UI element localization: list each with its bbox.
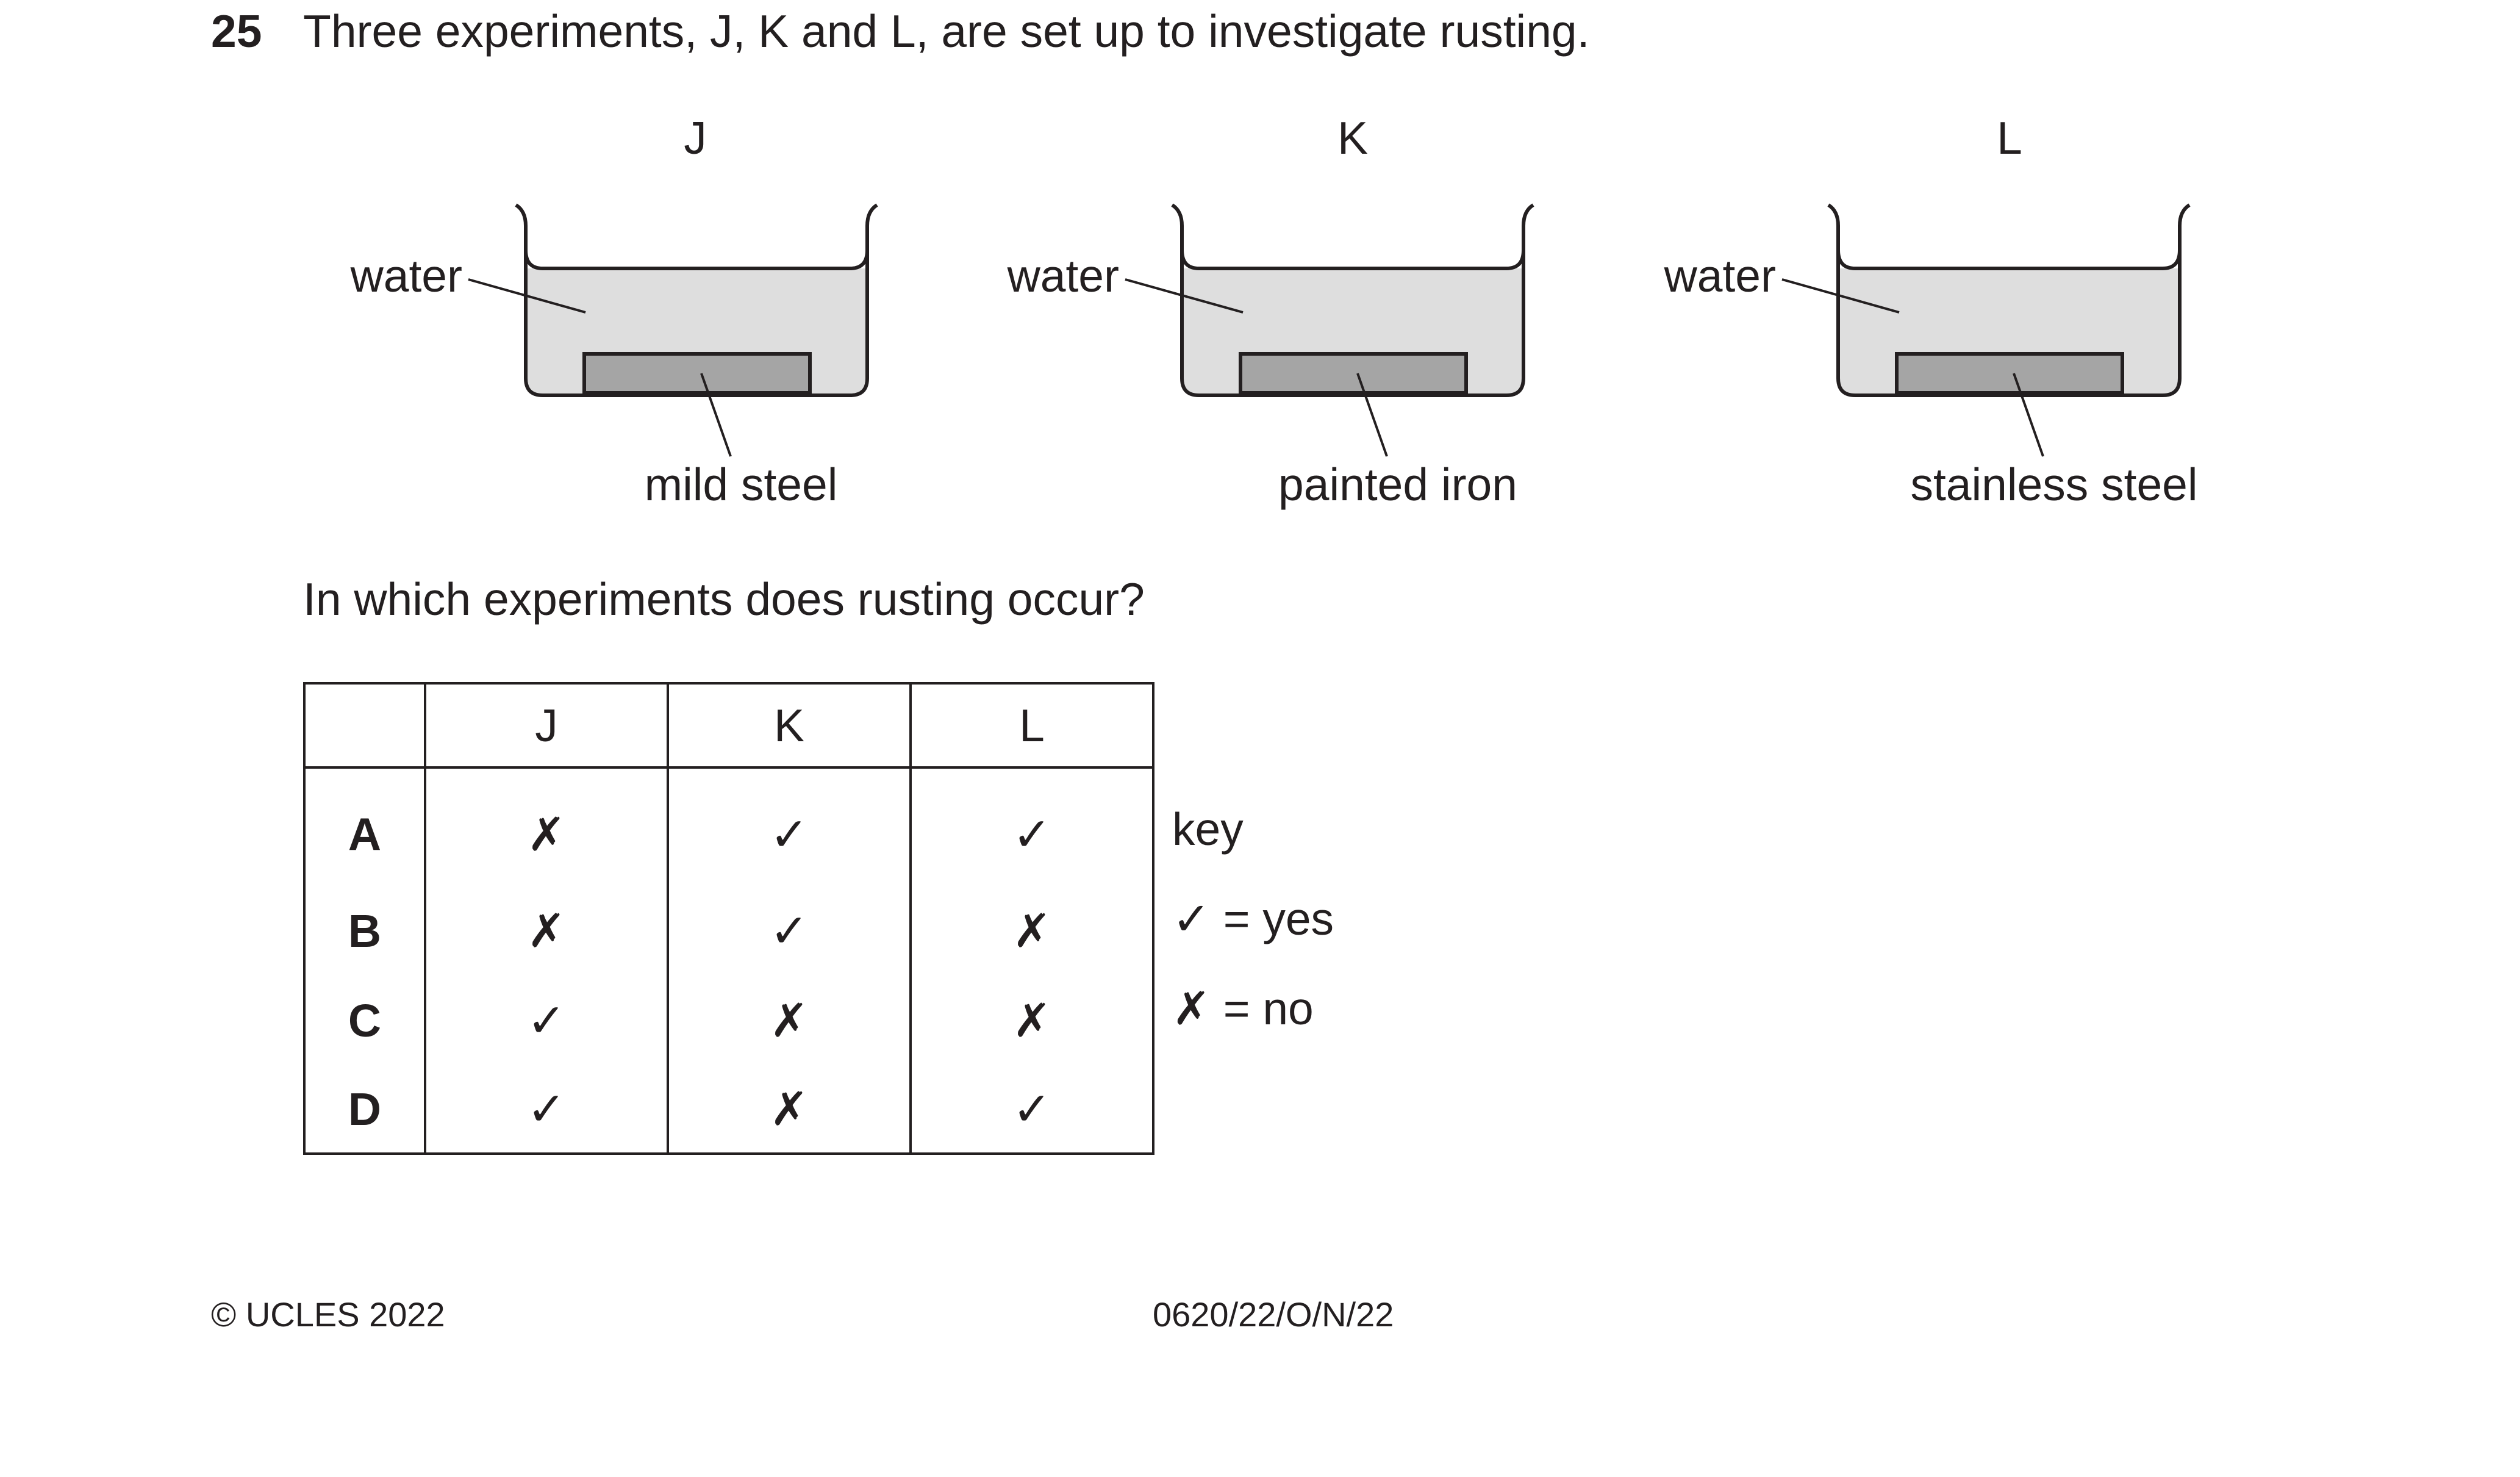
table-header-row: J K L (303, 682, 1154, 769)
water-surface-j (524, 250, 869, 270)
metal-label-l: stainless steel (1910, 459, 2197, 510)
answer-table: J K L A ✗ ✓ ✓ B ✗ ✓ ✗ C ✓ ✗ ✗ D ✓ ✗ ✓ (303, 682, 1154, 1155)
cell-l: ✓ (909, 1065, 1154, 1155)
cell-j: ✓ (424, 976, 669, 1065)
cross-icon: ✗ (1172, 982, 1211, 1035)
option-label: C (303, 976, 426, 1065)
cell-k: ✗ (667, 976, 912, 1065)
experiment-label-l: L (1997, 112, 2022, 164)
header-j: J (424, 682, 669, 769)
key-yes-text: = yes (1223, 893, 1334, 944)
rusting-experiments-diagram: J water mild steel K water painted iron … (350, 112, 2198, 510)
cell-l: ✓ (909, 767, 1154, 886)
beaker-outline-k (1171, 203, 1534, 397)
key-no-text: = no (1223, 983, 1314, 1034)
cell-l: ✗ (909, 976, 1154, 1065)
water-surface-k (1180, 250, 1525, 270)
table-row-b: B ✗ ✓ ✗ (303, 886, 1154, 976)
cell-k: ✓ (667, 767, 912, 886)
option-label: A (303, 767, 426, 886)
experiment-k: K water painted iron (1007, 112, 1534, 510)
water-pointer-l (1781, 278, 1900, 314)
table-row-a: A ✗ ✓ ✓ (303, 767, 1154, 886)
header-l: L (909, 682, 1154, 769)
cell-k: ✓ (667, 886, 912, 976)
metal-pointer-k (1356, 373, 1388, 457)
option-label: D (303, 1065, 426, 1155)
check-icon: ✓ (1172, 892, 1211, 946)
experiment-l: L water stainless steel (1664, 112, 2198, 510)
cell-j: ✓ (424, 1065, 669, 1155)
beaker-outline-j (515, 203, 878, 397)
water-label-k: water (1007, 250, 1119, 301)
metal-sample-l (1895, 352, 2124, 395)
sub-question: In which experiments does rusting occur? (303, 573, 1145, 625)
copyright: © UCLES 2022 (211, 1295, 445, 1334)
header-blank (303, 682, 426, 769)
metal-sample-k (1239, 352, 1468, 395)
key-title: key (1172, 803, 1244, 855)
experiment-j: J water mild steel (350, 112, 878, 510)
water-pointer-k (1125, 278, 1244, 314)
metal-pointer-j (700, 373, 732, 457)
water-surface-l (1836, 250, 2182, 270)
option-label: B (303, 886, 426, 976)
beaker-outline-l (1827, 203, 2191, 397)
key-no: ✗ = no (1172, 981, 1314, 1036)
table-row-d: D ✓ ✗ ✓ (303, 1065, 1154, 1155)
water-label-l: water (1664, 250, 1776, 301)
experiment-label-k: K (1337, 112, 1368, 164)
cell-k: ✗ (667, 1065, 912, 1155)
metal-label-k: painted iron (1278, 459, 1517, 510)
cell-l: ✗ (909, 886, 1154, 976)
cell-j: ✗ (424, 767, 669, 886)
cell-j: ✗ (424, 886, 669, 976)
paper-code: 0620/22/O/N/22 (1153, 1295, 1394, 1334)
header-k: K (667, 682, 912, 769)
metal-pointer-l (2013, 373, 2044, 457)
experiment-label-j: J (684, 112, 707, 164)
table-row-c: C ✓ ✗ ✗ (303, 976, 1154, 1065)
water-pointer-j (468, 278, 586, 314)
metal-sample-j (582, 352, 812, 395)
question-stem: Three experiments, J, K and L, are set u… (303, 5, 1590, 57)
key-yes: ✓ = yes (1172, 891, 1334, 946)
question-number: 25 (211, 5, 262, 57)
water-label-j: water (350, 250, 462, 301)
metal-label-j: mild steel (645, 459, 838, 510)
